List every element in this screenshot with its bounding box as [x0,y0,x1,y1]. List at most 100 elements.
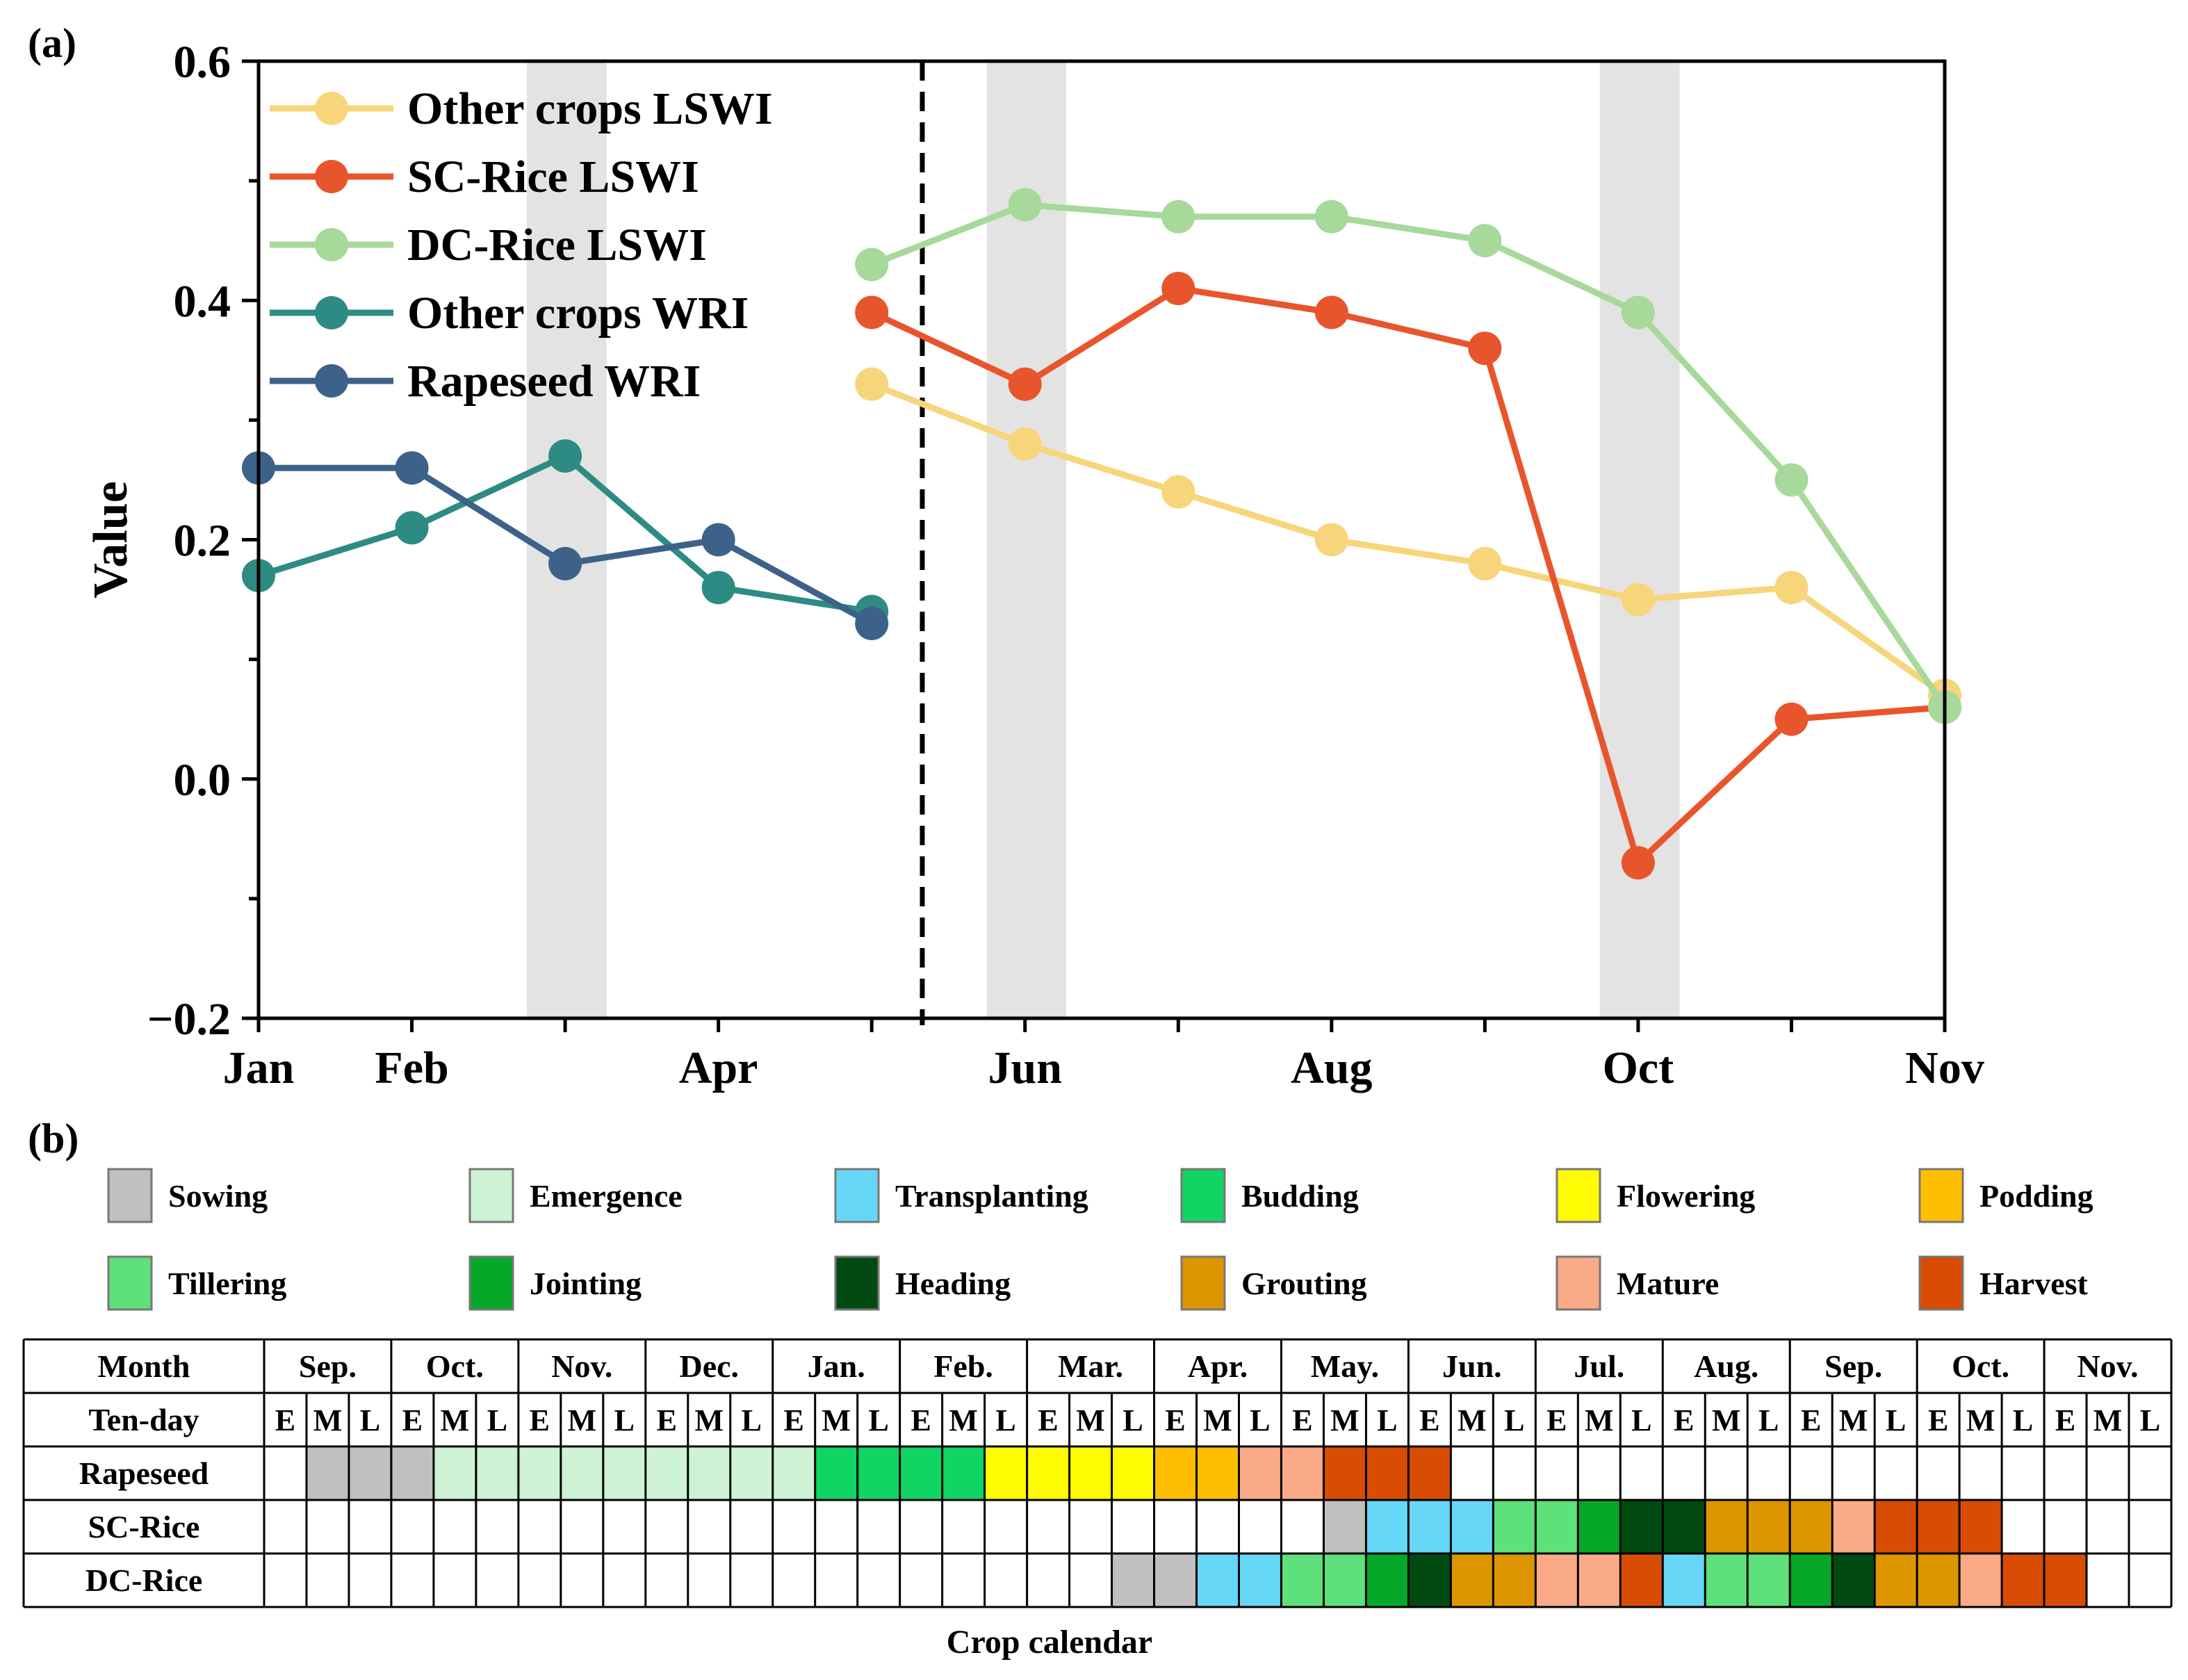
y-tick-label: 0.4 [174,276,231,327]
calendar-cell [1069,1553,1112,1607]
calendar-cell [2044,1500,2087,1553]
data-point [1008,367,1042,401]
month-label: Nov. [2077,1348,2138,1384]
legend-label: Budding [1241,1178,1359,1214]
tenday-label: M [949,1403,978,1437]
calendar-cell [348,1553,391,1607]
calendar-cell [1493,1500,1536,1553]
panel-b-label: (b) [28,1116,79,1161]
calendar-cell [942,1446,985,1500]
calendar-cell [1620,1553,1663,1607]
calendar-cell [2002,1446,2045,1500]
calendar-cell [1747,1446,1790,1500]
calendar-cell [1790,1446,1833,1500]
legend-label: DC-Rice LSWI [407,220,707,270]
calendar-cell [815,1446,858,1500]
tenday-label: M [822,1403,851,1437]
calendar-cell [645,1446,688,1500]
legend-label: Other crops LSWI [407,83,773,134]
legend-label: Emergence [530,1178,683,1214]
calendar-cell [1239,1553,1282,1607]
tenday-label: M [313,1403,343,1437]
legend-label: Heading [895,1266,1011,1301]
legend-label: Harvest [1979,1266,2089,1301]
calendar-cell [518,1446,561,1500]
legend-label: Sowing [168,1178,268,1214]
data-point [1468,546,1502,580]
calendar-cell [1027,1553,1070,1607]
calendar-cell [1154,1500,1197,1553]
calendar-cell [1705,1446,1748,1500]
data-point [1314,199,1348,234]
calendar-cell [1875,1500,1918,1553]
tenday-label: L [1886,1403,1906,1437]
month-label: Aug. [1694,1348,1758,1384]
tenday-label: M [1839,1403,1868,1437]
tenday-label: M [1585,1403,1614,1437]
row-label: SC-Rice [88,1509,200,1544]
calendar-cell [942,1553,985,1607]
calendar-cell [1366,1446,1409,1500]
tenday-label: L [1250,1403,1270,1437]
calendar-cell [645,1500,688,1553]
month-label: Jun. [1442,1348,1502,1384]
calendar-cell [1281,1500,1324,1553]
tenday-label: L [1631,1403,1651,1437]
y-tick-label: 0.0 [174,755,231,806]
calendar-cell [687,1500,730,1553]
x-tick-label: Aug [1291,1043,1372,1093]
legend-marker [315,92,348,125]
calendar-cell [1111,1500,1154,1553]
y-tick-label: −0.2 [147,994,231,1045]
row-label: Rapeseed [79,1455,209,1491]
month-label: Nov. [551,1348,612,1384]
month-label: Dec. [679,1348,739,1384]
calendar-cell [2002,1553,2045,1607]
calendar-cell [1917,1500,1960,1553]
legend-swatch [1556,1168,1601,1223]
x-tick-label: Jan [223,1043,295,1093]
calendar-cell [2129,1500,2171,1553]
y-tick-label: 0.2 [174,516,231,566]
calendar-cell [1154,1446,1197,1500]
y-axis-label: Value [84,481,138,598]
series-group [855,188,1961,724]
legend-label: Other crops WRI [407,288,749,339]
row-label: DC-Rice [85,1563,203,1598]
month-label: Apr. [1188,1348,1248,1384]
calendar-cell [984,1446,1027,1500]
calendar-cell [1111,1446,1154,1500]
legend-swatch [468,1255,514,1311]
x-tick-label: Apr [679,1043,758,1093]
legend-swatch [1918,1168,1964,1223]
data-point [1314,295,1348,329]
tenday-label: E [1546,1403,1567,1437]
tenday-label: M [1458,1403,1487,1437]
calendar-cell [1196,1553,1239,1607]
calendar-cell [306,1500,349,1553]
calendar-cell [433,1446,476,1500]
calendar-cell [815,1553,858,1607]
calendar-cell [1747,1553,1790,1607]
tenday-label: E [2055,1403,2075,1437]
calendar-cell [1917,1446,1960,1500]
series-group [242,451,889,640]
calendar-cell [899,1553,942,1607]
month-label: Oct. [426,1348,484,1384]
calendar-cell [815,1500,858,1553]
calendar-cell [433,1500,476,1553]
series-line [870,202,1948,709]
data-point [701,571,735,605]
calendar-cell [1451,1500,1494,1553]
calendar-cell [857,1500,900,1553]
data-point [1621,295,1655,329]
calendar-cell [1408,1553,1451,1607]
tenday-label: E [1419,1403,1439,1437]
calendar-cell [433,1553,476,1607]
tenday-label: L [614,1403,635,1437]
calendar-cell [1027,1446,1070,1500]
calendar-cell [730,1553,773,1607]
calendar-cell [1663,1553,1706,1607]
calendar-cell [1832,1446,1875,1500]
tenday-label: E [275,1403,295,1437]
